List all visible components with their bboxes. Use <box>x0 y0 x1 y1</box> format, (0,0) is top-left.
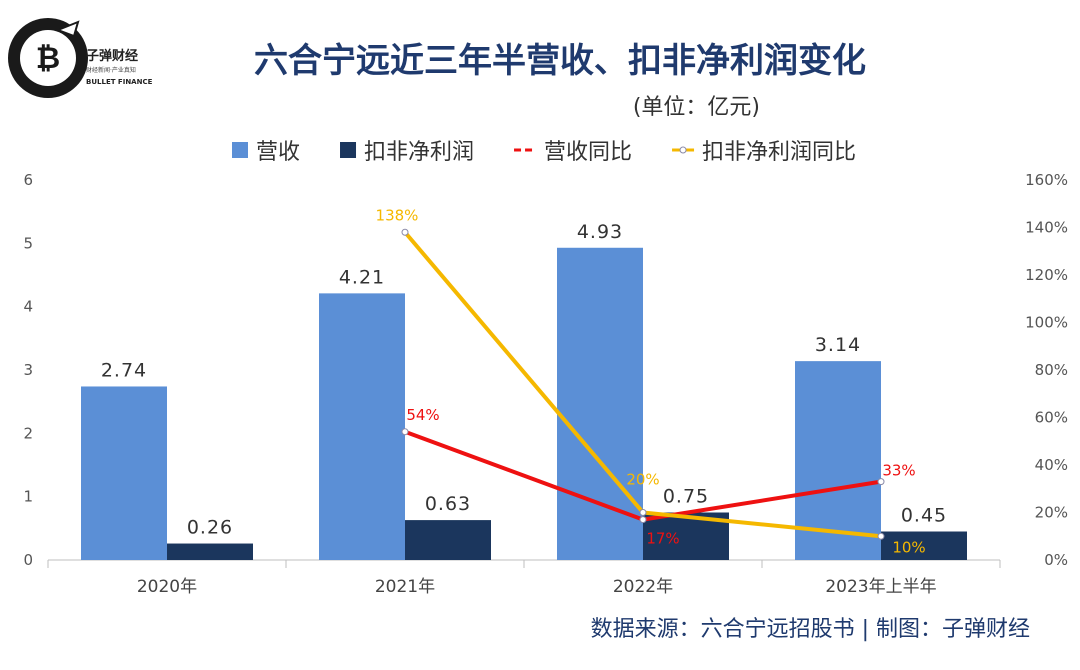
line-point <box>401 228 409 236</box>
y-right-tick-label: 140% <box>1025 219 1068 237</box>
axes: 01234560%20%40%60%80%100%120%140%160%202… <box>23 171 1068 597</box>
x-tick-label: 2021年 <box>375 577 435 597</box>
bar-net-profit <box>881 531 967 560</box>
brand-en: BULLET FINANCE <box>86 78 153 86</box>
bar-value-label: 4.21 <box>339 266 385 288</box>
bar-revenue <box>795 361 881 560</box>
data-labels: 2.74 4.21 4.93 3.14 0.26 0.63 0.75 0.45 54% 17% 33… <box>101 206 947 556</box>
legend-swatch <box>232 142 248 158</box>
y-right-tick-label: 40% <box>1035 456 1068 474</box>
bar-value-label: 0.45 <box>901 505 947 527</box>
bar-net-profit <box>405 520 491 560</box>
line-point <box>401 428 409 436</box>
x-tick-label: 2020年 <box>137 577 197 597</box>
y-left-tick-label: 4 <box>23 298 33 316</box>
legend: 营收 扣非净利润 营收同比 扣非净利润同比 <box>232 140 856 165</box>
line-value-label: 138% <box>376 206 419 224</box>
bitcoin-icon: ₿ <box>36 41 60 76</box>
legend-label: 营收同比 <box>544 140 632 165</box>
line-value-label: 17% <box>646 530 679 548</box>
y-right-tick-label: 160% <box>1025 171 1068 189</box>
x-tick-label: 2023年上半年 <box>825 577 936 597</box>
line-value-label: 54% <box>406 406 439 424</box>
bar-revenue <box>557 247 643 560</box>
y-left-tick-label: 2 <box>23 424 33 442</box>
bar-value-label: 0.75 <box>663 486 709 508</box>
line-point <box>877 478 885 486</box>
y-left-tick-label: 1 <box>23 488 33 506</box>
y-left-tick-label: 0 <box>23 551 33 569</box>
chart-title: 六合宁远近三年半营收、扣非净利润变化 <box>254 41 866 81</box>
line-point <box>877 532 885 540</box>
source-note: 数据来源：六合宁远招股书 | 制图：子弹财经 <box>591 617 1030 642</box>
bar-revenue <box>319 293 405 560</box>
lines <box>401 228 885 540</box>
bar-value-label: 0.26 <box>187 517 233 539</box>
legend-swatch <box>340 142 357 158</box>
line-point <box>639 509 647 516</box>
brand-cn: 子弹财经 <box>86 48 138 64</box>
line-value-label: 20% <box>626 471 659 489</box>
logo-inner-icon <box>20 30 76 86</box>
bars <box>81 247 967 560</box>
legend-label: 营收 <box>256 140 300 165</box>
brand-logo: ₿ 子弹财经 财经新闻·产业真知 BULLET FINANCE <box>8 18 153 98</box>
line-value-label: 33% <box>882 462 915 480</box>
line-point <box>639 516 647 524</box>
legend-label: 扣非净利润同比 <box>702 140 856 165</box>
y-left-tick-label: 5 <box>23 234 33 252</box>
bar-revenue <box>81 386 167 560</box>
brand-slogan: 财经新闻·产业真知 <box>86 66 136 74</box>
legend-label: 扣非净利润 <box>364 140 474 165</box>
axis-lines <box>47 559 1001 568</box>
line-value-label: 10% <box>892 538 925 556</box>
y-right-tick-label: 20% <box>1035 504 1068 522</box>
y-left-tick-label: 6 <box>23 171 33 189</box>
y-right-tick-label: 100% <box>1025 314 1068 332</box>
bar-value-label: 2.74 <box>101 359 147 381</box>
bar-net-profit <box>167 543 253 560</box>
y-left-tick-label: 3 <box>23 361 33 379</box>
y-right-tick-label: 120% <box>1025 266 1068 284</box>
bar-value-label: 3.14 <box>815 334 861 356</box>
y-right-tick-label: 80% <box>1035 361 1068 379</box>
y-right-tick-label: 0% <box>1044 551 1068 569</box>
legend-marker <box>679 146 687 154</box>
bar-value-label: 0.63 <box>425 493 471 515</box>
y-right-tick-label: 60% <box>1035 409 1068 427</box>
chart-unit: (单位：亿元) <box>633 95 760 120</box>
bar-value-label: 4.93 <box>577 221 623 243</box>
bullet-icon <box>55 20 80 38</box>
x-tick-label: 2022年 <box>613 577 673 597</box>
